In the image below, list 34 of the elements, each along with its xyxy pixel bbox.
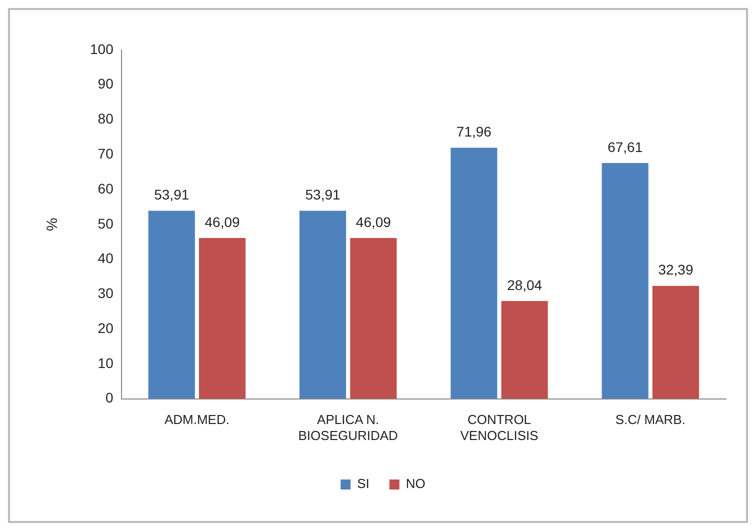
data-label: 32,39 — [658, 262, 694, 278]
bar — [350, 238, 397, 399]
legend-label: SI — [357, 476, 370, 492]
data-label: 46,09 — [204, 214, 240, 230]
bar — [450, 148, 498, 399]
x-tick-label: S.C/ MARB. — [615, 412, 686, 428]
data-label: 53,91 — [305, 186, 341, 203]
data-label: 71,96 — [456, 124, 492, 140]
data-label: 67,61 — [608, 138, 643, 155]
data-label: 28,04 — [507, 276, 542, 293]
x-tick-label: APLICA N. BIOSEGURIDAD — [298, 412, 398, 443]
y-tick-label: 80 — [98, 110, 114, 127]
bar — [299, 210, 346, 399]
y-tick-label: 50 — [98, 215, 114, 232]
bar — [148, 210, 195, 399]
y-tick-label: 100 — [90, 40, 114, 57]
bar — [602, 162, 648, 399]
y-tick-label: 20 — [98, 320, 114, 336]
y-tick-label: 90 — [98, 76, 114, 92]
legend-label: NO — [406, 476, 426, 492]
bar — [501, 300, 548, 399]
x-tick-label: ADM.MED. — [164, 412, 230, 428]
y-tick-label: 40 — [98, 250, 114, 266]
y-tick-label: 10 — [98, 354, 114, 371]
bar — [198, 238, 246, 399]
bar — [652, 286, 700, 399]
y-axis-title: % — [44, 218, 62, 232]
data-label: 46,09 — [356, 214, 392, 230]
y-tick-label: 0 — [106, 390, 114, 406]
y-tick-label: 70 — [98, 146, 114, 162]
x-tick-label: CONTROL VENOCLISIS — [460, 412, 539, 443]
y-tick-label: 30 — [98, 285, 114, 302]
y-tick-label: 60 — [98, 180, 114, 196]
data-label: 53,91 — [154, 186, 190, 203]
